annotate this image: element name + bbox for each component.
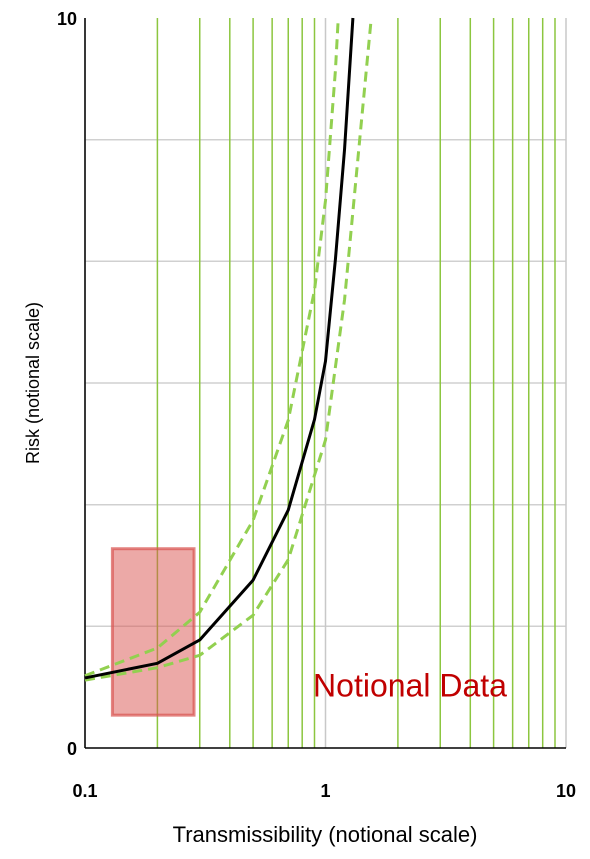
y-axis-label: Risk (notional scale) (23, 302, 43, 464)
x-axis-label: Transmissibility (notional scale) (173, 822, 478, 847)
x-tick-label: 0.1 (72, 781, 97, 801)
region (110, 547, 196, 717)
line (84, 17, 340, 678)
line (84, 17, 373, 682)
x-tick-label: 1 (320, 781, 330, 801)
y-tick-label: 10 (57, 9, 77, 29)
annotation: Notional Data (313, 667, 507, 703)
x-tick-label: 10 (556, 781, 576, 801)
y-tick-label: 0 (67, 739, 77, 759)
line (84, 17, 355, 680)
